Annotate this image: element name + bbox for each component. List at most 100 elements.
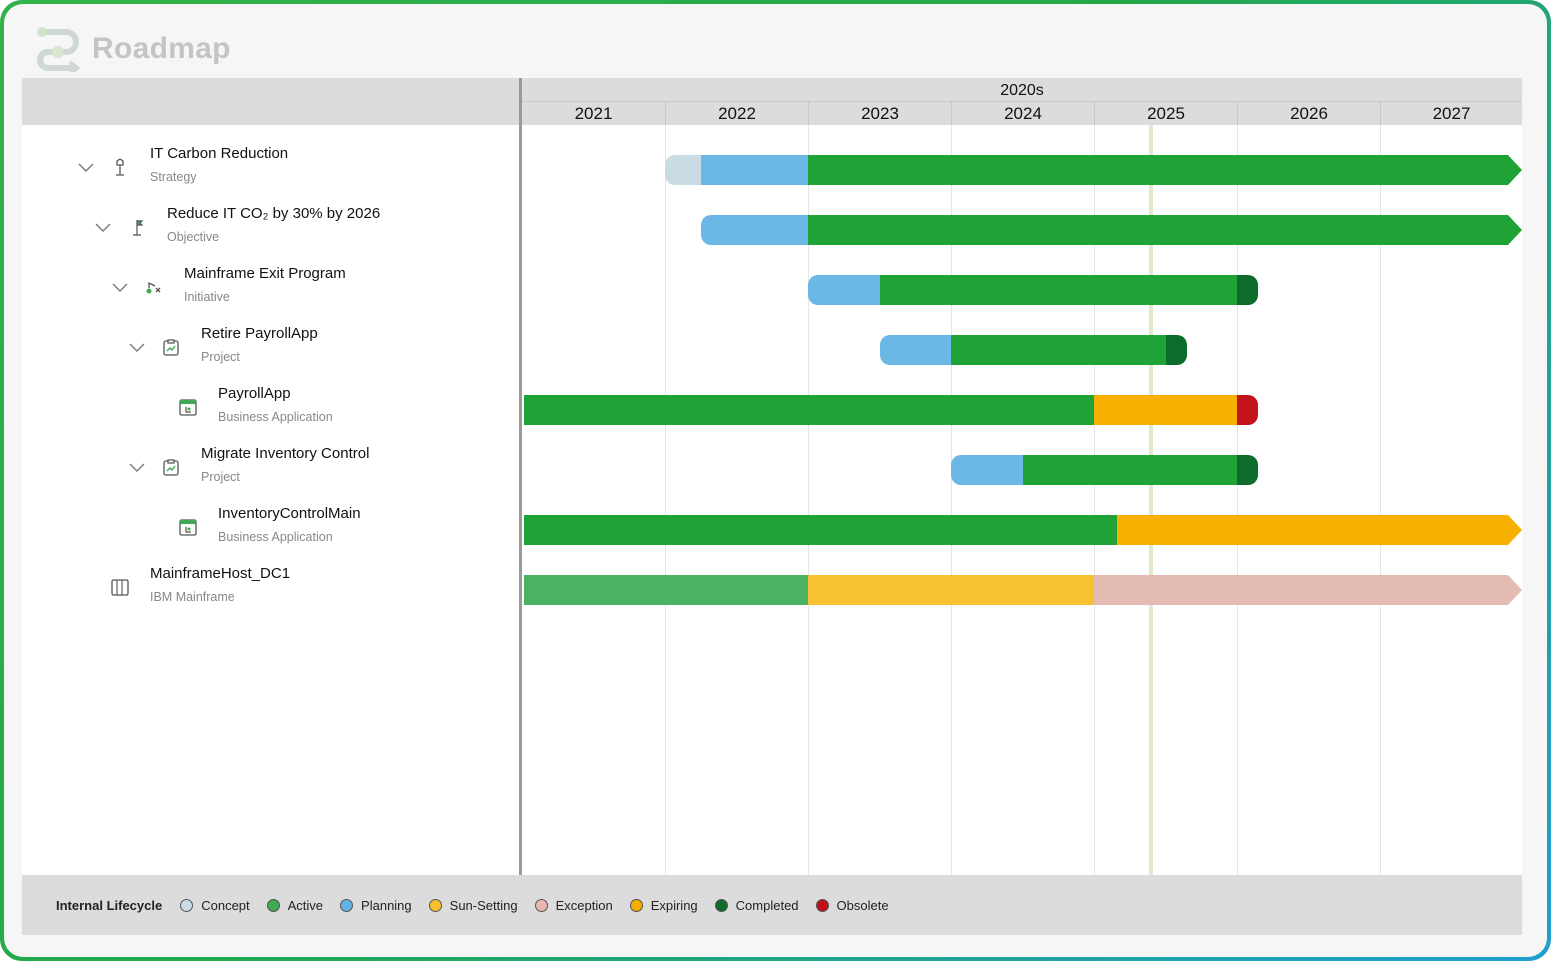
lifecycle-segment-completed[interactable]: [1165, 335, 1187, 365]
lifecycle-segment-active[interactable]: [951, 335, 1166, 365]
item-name[interactable]: InventoryControlMain: [218, 505, 361, 522]
lifecycle-segment-active[interactable]: [879, 275, 1237, 305]
legend-item-exception[interactable]: Exception: [534, 897, 613, 913]
item-name[interactable]: MainframeHost_DC1: [150, 565, 291, 582]
project-icon: [161, 337, 181, 357]
lifecycle-segment-concept[interactable]: [665, 155, 701, 185]
lifecycle-bar[interactable]: [951, 455, 1259, 485]
year-label-2023: 2023: [808, 102, 951, 126]
year-label-2026: 2026: [1237, 102, 1380, 126]
item-type: IBM Mainframe: [150, 590, 235, 604]
roadmap-row[interactable]: Migrate Inventory Control Project: [22, 440, 519, 500]
roadmap-row[interactable]: InventoryControlMain Business Application: [22, 500, 519, 560]
lifecycle-bar[interactable]: [524, 395, 1259, 425]
expand-chevron-icon[interactable]: [112, 280, 128, 296]
expand-chevron-icon[interactable]: [129, 460, 145, 476]
lifecycle-segment-planning[interactable]: [879, 335, 951, 365]
lifecycle-segment-expiring[interactable]: [1094, 395, 1237, 425]
lifecycle-segment-active[interactable]: [1022, 455, 1237, 485]
lifecycle-segment-active[interactable]: [524, 395, 1094, 425]
lifecycle-segment-planning[interactable]: [808, 275, 880, 305]
item-type: Project: [201, 470, 240, 484]
lifecycle-segment-active[interactable]: [524, 515, 1117, 545]
year-gridline: [808, 125, 809, 875]
lifecycle-segment-planning[interactable]: [700, 215, 808, 245]
legend-dot-icon: [534, 898, 548, 912]
roadmap-row[interactable]: MainframeHost_DC1 IBM Mainframe: [22, 560, 519, 620]
expand-chevron-icon[interactable]: [129, 340, 145, 356]
legend-item-planning[interactable]: Planning: [340, 898, 412, 913]
item-name[interactable]: PayrollApp: [218, 385, 291, 402]
legend-label: Active: [287, 897, 324, 913]
year-label-2022: 2022: [665, 102, 808, 126]
lifecycle-bar[interactable]: [808, 275, 1259, 305]
year-label-2027: 2027: [1380, 102, 1522, 126]
legend-item-concept[interactable]: Concept: [180, 897, 250, 913]
year-gridline: [1380, 125, 1381, 875]
item-name[interactable]: Reduce IT CO₂ by 30% by 2026: [167, 205, 381, 222]
legend-dot-icon: [815, 898, 829, 912]
lifecycle-legend: Internal Lifecycle Concept Active Planning…: [22, 875, 1522, 935]
panel-divider[interactable]: [519, 78, 522, 875]
year-label-2024: 2024: [951, 102, 1094, 126]
lifecycle-bar[interactable]: [665, 155, 1508, 185]
lifecycle-bar[interactable]: [700, 215, 1508, 245]
legend-label: Planning: [361, 897, 412, 913]
item-name[interactable]: Retire PayrollApp: [201, 325, 318, 342]
lifecycle-segment-obsolete[interactable]: [1237, 395, 1259, 425]
application-icon: [178, 517, 198, 537]
legend-label: Concept: [201, 897, 250, 913]
strategy-icon: [110, 157, 130, 177]
page-title: Roadmap: [92, 32, 231, 65]
item-name[interactable]: Migrate Inventory Control: [201, 445, 370, 462]
legend-dot-icon: [340, 898, 354, 912]
item-type: Objective: [167, 230, 220, 244]
initiative-icon: [144, 277, 164, 297]
roadmap-row[interactable]: IT Carbon Reduction Strategy: [22, 140, 519, 200]
item-name[interactable]: IT Carbon Reduction: [150, 145, 289, 162]
item-type: Initiative: [184, 290, 230, 304]
legend-label: Exception: [555, 897, 613, 913]
legend-item-active[interactable]: Active: [266, 897, 324, 913]
roadmap-row[interactable]: Reduce IT CO₂ by 30% by 2026 Objective: [22, 200, 519, 260]
year-gridline: [665, 125, 666, 875]
lifecycle-segment-sun-setting[interactable]: [808, 575, 1094, 605]
item-name[interactable]: Mainframe Exit Program: [184, 265, 346, 282]
legend-item-completed[interactable]: Completed: [714, 898, 799, 913]
lifecycle-segment-planning[interactable]: [700, 155, 808, 185]
mainframe-icon: [110, 577, 130, 597]
lifecycle-segment-expiring[interactable]: [1116, 515, 1508, 545]
legend-dot-icon: [266, 898, 280, 912]
item-type: Strategy: [150, 170, 197, 184]
legend-item-obsolete[interactable]: Obsolete: [815, 898, 889, 913]
lifecycle-segment-exception[interactable]: [1094, 575, 1508, 605]
legend-dot-icon: [180, 898, 194, 912]
year-gridline: [1237, 125, 1238, 875]
app-header: Roadmap: [32, 24, 231, 76]
lifecycle-segment-completed[interactable]: [1237, 455, 1259, 485]
legend-dot-icon: [629, 898, 643, 912]
year-header-row: 2021 2022 2023 2024 2025 2026 2027: [522, 101, 1522, 126]
legend-dot-icon: [714, 898, 728, 912]
lifecycle-segment-active[interactable]: [808, 155, 1508, 185]
objective-icon: [127, 217, 147, 237]
roadmap-row[interactable]: Mainframe Exit Program Initiative: [22, 260, 519, 320]
lifecycle-segment-planning[interactable]: [951, 455, 1023, 485]
lifecycle-segment-active[interactable]: [808, 215, 1508, 245]
lifecycle-bar[interactable]: [524, 575, 1508, 605]
bar-arrow-icon: [1508, 515, 1522, 545]
legend-item-expiring[interactable]: Expiring: [629, 898, 698, 913]
roadmap-row[interactable]: PayrollApp Business Application: [22, 380, 519, 440]
lifecycle-bar[interactable]: [879, 335, 1187, 365]
lifecycle-segment-active[interactable]: [524, 575, 808, 605]
expand-chevron-icon[interactable]: [78, 160, 94, 176]
lifecycle-segment-completed[interactable]: [1237, 275, 1259, 305]
roadmap-row[interactable]: Retire PayrollApp Project: [22, 320, 519, 380]
year-gridline: [951, 125, 952, 875]
lifecycle-bar[interactable]: [524, 515, 1508, 545]
year-label-2025: 2025: [1094, 102, 1237, 126]
legend-item-sun-setting[interactable]: Sun-Setting: [428, 898, 518, 913]
expand-chevron-icon[interactable]: [95, 220, 111, 236]
item-type: Project: [201, 350, 240, 364]
